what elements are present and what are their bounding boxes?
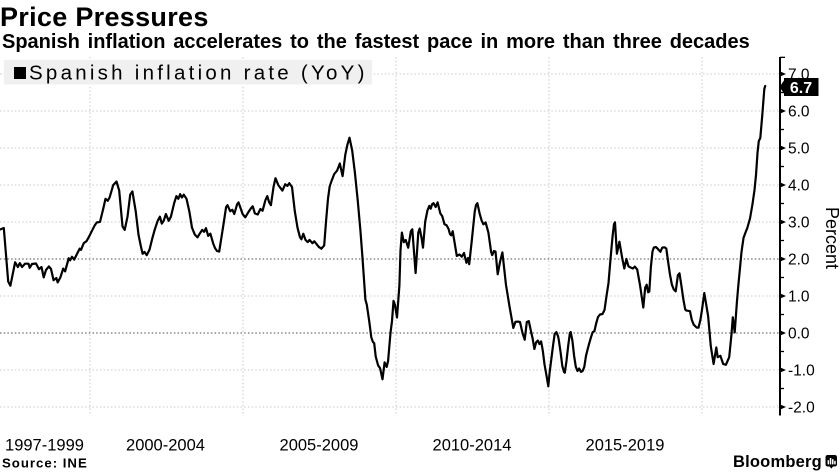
svg-text:-2.0: -2.0 [788, 400, 815, 417]
svg-text:3.0: 3.0 [788, 215, 810, 232]
svg-text:5.0: 5.0 [788, 141, 810, 158]
svg-text:2.0: 2.0 [788, 252, 810, 269]
svg-text:Spanish inflation rate (YoY): Spanish inflation rate (YoY) [29, 62, 368, 85]
svg-text:Bloomberg: Bloomberg [733, 453, 822, 471]
svg-text:2015-2019: 2015-2019 [586, 437, 665, 455]
svg-text:2010-2014: 2010-2014 [433, 437, 512, 455]
svg-text:Percent: Percent [822, 207, 840, 269]
svg-text:6.7: 6.7 [790, 80, 812, 97]
svg-text:6.0: 6.0 [788, 104, 810, 121]
svg-text:1997-1999: 1997-1999 [5, 437, 84, 455]
svg-text:2005-2009: 2005-2009 [280, 437, 359, 455]
svg-text:4.0: 4.0 [788, 178, 810, 195]
svg-text:Source: INE: Source: INE [2, 456, 88, 471]
svg-text:2000-2004: 2000-2004 [126, 437, 205, 455]
svg-text:-1.0: -1.0 [788, 363, 815, 380]
svg-text:0.0: 0.0 [788, 326, 810, 343]
svg-text:1.0: 1.0 [788, 289, 810, 306]
